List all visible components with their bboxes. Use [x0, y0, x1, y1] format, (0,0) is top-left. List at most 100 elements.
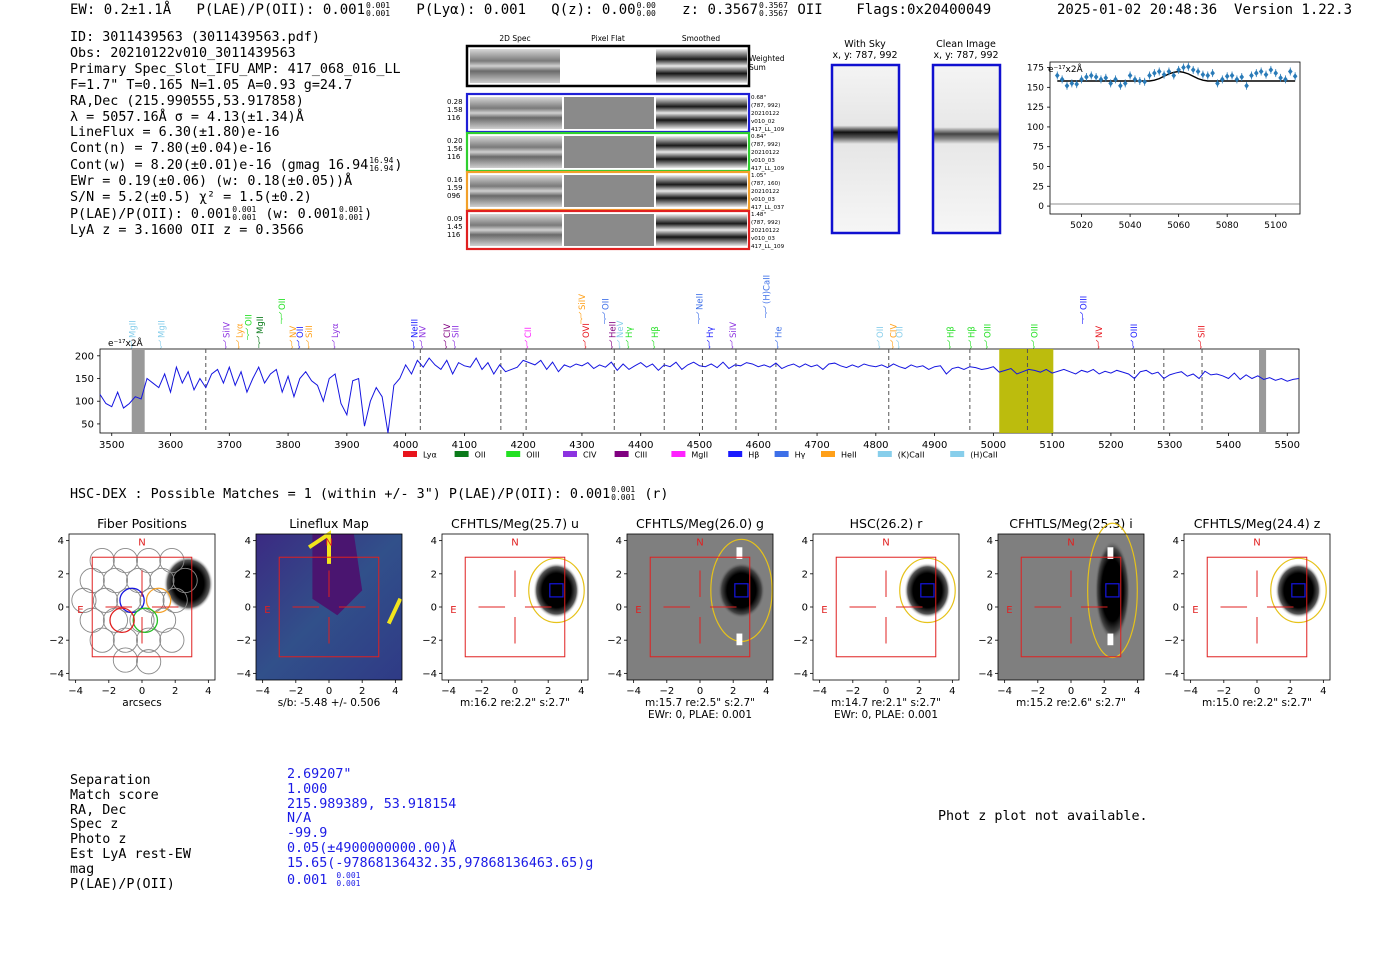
panel-ytick-label: −2: [607, 636, 622, 647]
panel-xtick-label: 4: [1320, 686, 1326, 697]
legend-label: (H)CaII: [970, 451, 997, 460]
aperture-ellipse: [528, 557, 585, 624]
sky-panels: With Sky x, y: 787, 992 Clean Image x, y…: [830, 39, 1002, 235]
match-plae-dn: 0.001: [611, 493, 636, 502]
cutout-row-stat: 116: [447, 114, 461, 122]
east-label: E: [450, 605, 456, 616]
panel-title: Lineflux Map: [289, 516, 369, 531]
col-smoothed: Smoothed: [682, 34, 721, 43]
line-id-label: CIV: [889, 324, 899, 338]
fiber-circle: [71, 587, 97, 613]
fiber-circle: [136, 627, 162, 653]
detail-plae-up: 0.001: [336, 870, 361, 880]
panel-caption: m:15.0 re:2.2" s:2.7": [1202, 697, 1312, 709]
panel-ytick-label: 0: [245, 603, 251, 614]
saturation-artifact: [1107, 633, 1114, 646]
panel-xtick-label: −4: [997, 686, 1012, 697]
line-id-bracket: [278, 311, 283, 324]
zoom-data-point: [1287, 68, 1293, 75]
header-qz-up: 0.00: [636, 1, 656, 10]
line-id-bracket: [245, 327, 250, 340]
panel-xtick-label: 4: [205, 686, 211, 697]
cutout-row-meta: 0.84": [751, 134, 766, 140]
line-id-label: Lyα: [235, 323, 245, 338]
spectrum-xtick-label: 5200: [1098, 440, 1123, 451]
weighted-smoothed: [656, 49, 747, 83]
cutout-2d: [470, 136, 562, 168]
header-plae: P(LAE)/P(OII): 0.001: [196, 2, 366, 18]
legend-swatch: [821, 451, 835, 457]
zoom-data-point: [1186, 63, 1191, 70]
line-id-bracket: [696, 311, 700, 324]
line-id-label: NeIII: [410, 319, 420, 338]
detail-label: Separation: [70, 773, 151, 788]
line-id-label: SiII: [305, 325, 315, 338]
panel-xtick-label: 2: [730, 686, 736, 697]
fiber-circle: [172, 567, 198, 594]
detail-plae-dn: 0.001: [336, 878, 361, 888]
aperture-ellipse: [1087, 522, 1138, 659]
masked-region-left: [131, 349, 145, 433]
cutout-smoothed: [656, 175, 747, 207]
lineflux-hotspot: [386, 597, 403, 625]
detail-plae-value: 0.001 0.001 0.001: [287, 870, 593, 889]
panel-ytick-label: 0: [802, 603, 808, 614]
detail-label: Est LyA rest-EW: [70, 846, 191, 862]
line-id-bracket: [602, 311, 606, 324]
panel-ytick-label: −2: [49, 636, 64, 647]
match-marker: [1291, 583, 1306, 598]
source-blob: [1275, 562, 1322, 619]
cutout-row-meta: (787, 160): [751, 181, 780, 187]
spectrum-line: [99, 357, 1300, 434]
header-plae-up: 0.001: [366, 1, 391, 10]
line-id-label: OII: [601, 298, 611, 310]
line-id-label: NeII: [696, 293, 706, 310]
panel-xtick-label: 4: [763, 686, 769, 697]
line-id-bracket: [763, 305, 767, 318]
line-id-label: MgII: [256, 316, 266, 334]
legend-label: Hγ: [795, 451, 806, 460]
detail-label: Spec z: [70, 817, 119, 833]
line-id-label: NV: [419, 326, 429, 338]
lineflux-low-region: [312, 534, 363, 616]
header-ew: EW: 0.2±1.1Å: [70, 2, 172, 18]
info-plae-w-up: 0.001: [338, 204, 364, 214]
zoom-data-point: [1064, 82, 1070, 89]
ifu-box: [91, 556, 193, 658]
panel-caption: s/b: -5.48 +/- 0.506: [278, 697, 381, 709]
panel-ytick-label: −4: [1164, 669, 1179, 680]
panel-caption: m:15.7 re:2.5" s:2.7": [645, 697, 755, 709]
panel-xtick-label: 0: [1068, 686, 1074, 697]
line-id-label: HeII: [609, 321, 619, 338]
zoom-data-point: [1171, 72, 1177, 79]
spectrum-xtick-label: 4800: [863, 440, 888, 451]
zoom-data-point: [1181, 64, 1186, 71]
info-plae-dn: 0.001: [232, 212, 257, 222]
with-sky-xy: x, y: 787, 992: [832, 50, 897, 61]
spectrum-xtick-label: 5500: [1275, 440, 1300, 451]
header-summary: EW: 0.2±1.1Å P(LAE)/P(OII): 0.001 0.001 0.…: [70, 1, 991, 19]
clean-image-title: Clean Image: [936, 39, 996, 50]
line-id-label: OII: [895, 326, 905, 338]
saturation-artifact: [736, 633, 743, 646]
cutout-row-stat: 1.59: [447, 184, 463, 192]
panel-ytick-label: 2: [987, 569, 993, 580]
zoom-data-point: [1239, 74, 1245, 81]
cutout-row-stat: 116: [447, 231, 461, 239]
spectrum-ytick-label: 100: [75, 397, 94, 408]
line-id-label: NV: [1095, 326, 1105, 338]
zoom-data-point: [1210, 70, 1215, 77]
panel-ytick-label: 4: [987, 536, 993, 547]
panel-ytick-label: 4: [802, 536, 808, 547]
spectrum-xtick-label: 4400: [628, 440, 653, 451]
cutout-row-stat: 0.20: [447, 137, 463, 145]
panel-xtick-label: −2: [845, 686, 860, 697]
zoom-ytick-label: 0: [1038, 202, 1044, 212]
panel-xtick-label: −2: [101, 686, 116, 697]
zoom-xtick-label: 5100: [1264, 221, 1287, 230]
line-id-bracket: [1080, 311, 1084, 324]
panel-ytick-label: 4: [245, 536, 251, 547]
line-id-label: Hβ: [946, 326, 956, 338]
zoom-data-point: [1137, 78, 1143, 84]
zoom-data-point: [1147, 72, 1152, 79]
